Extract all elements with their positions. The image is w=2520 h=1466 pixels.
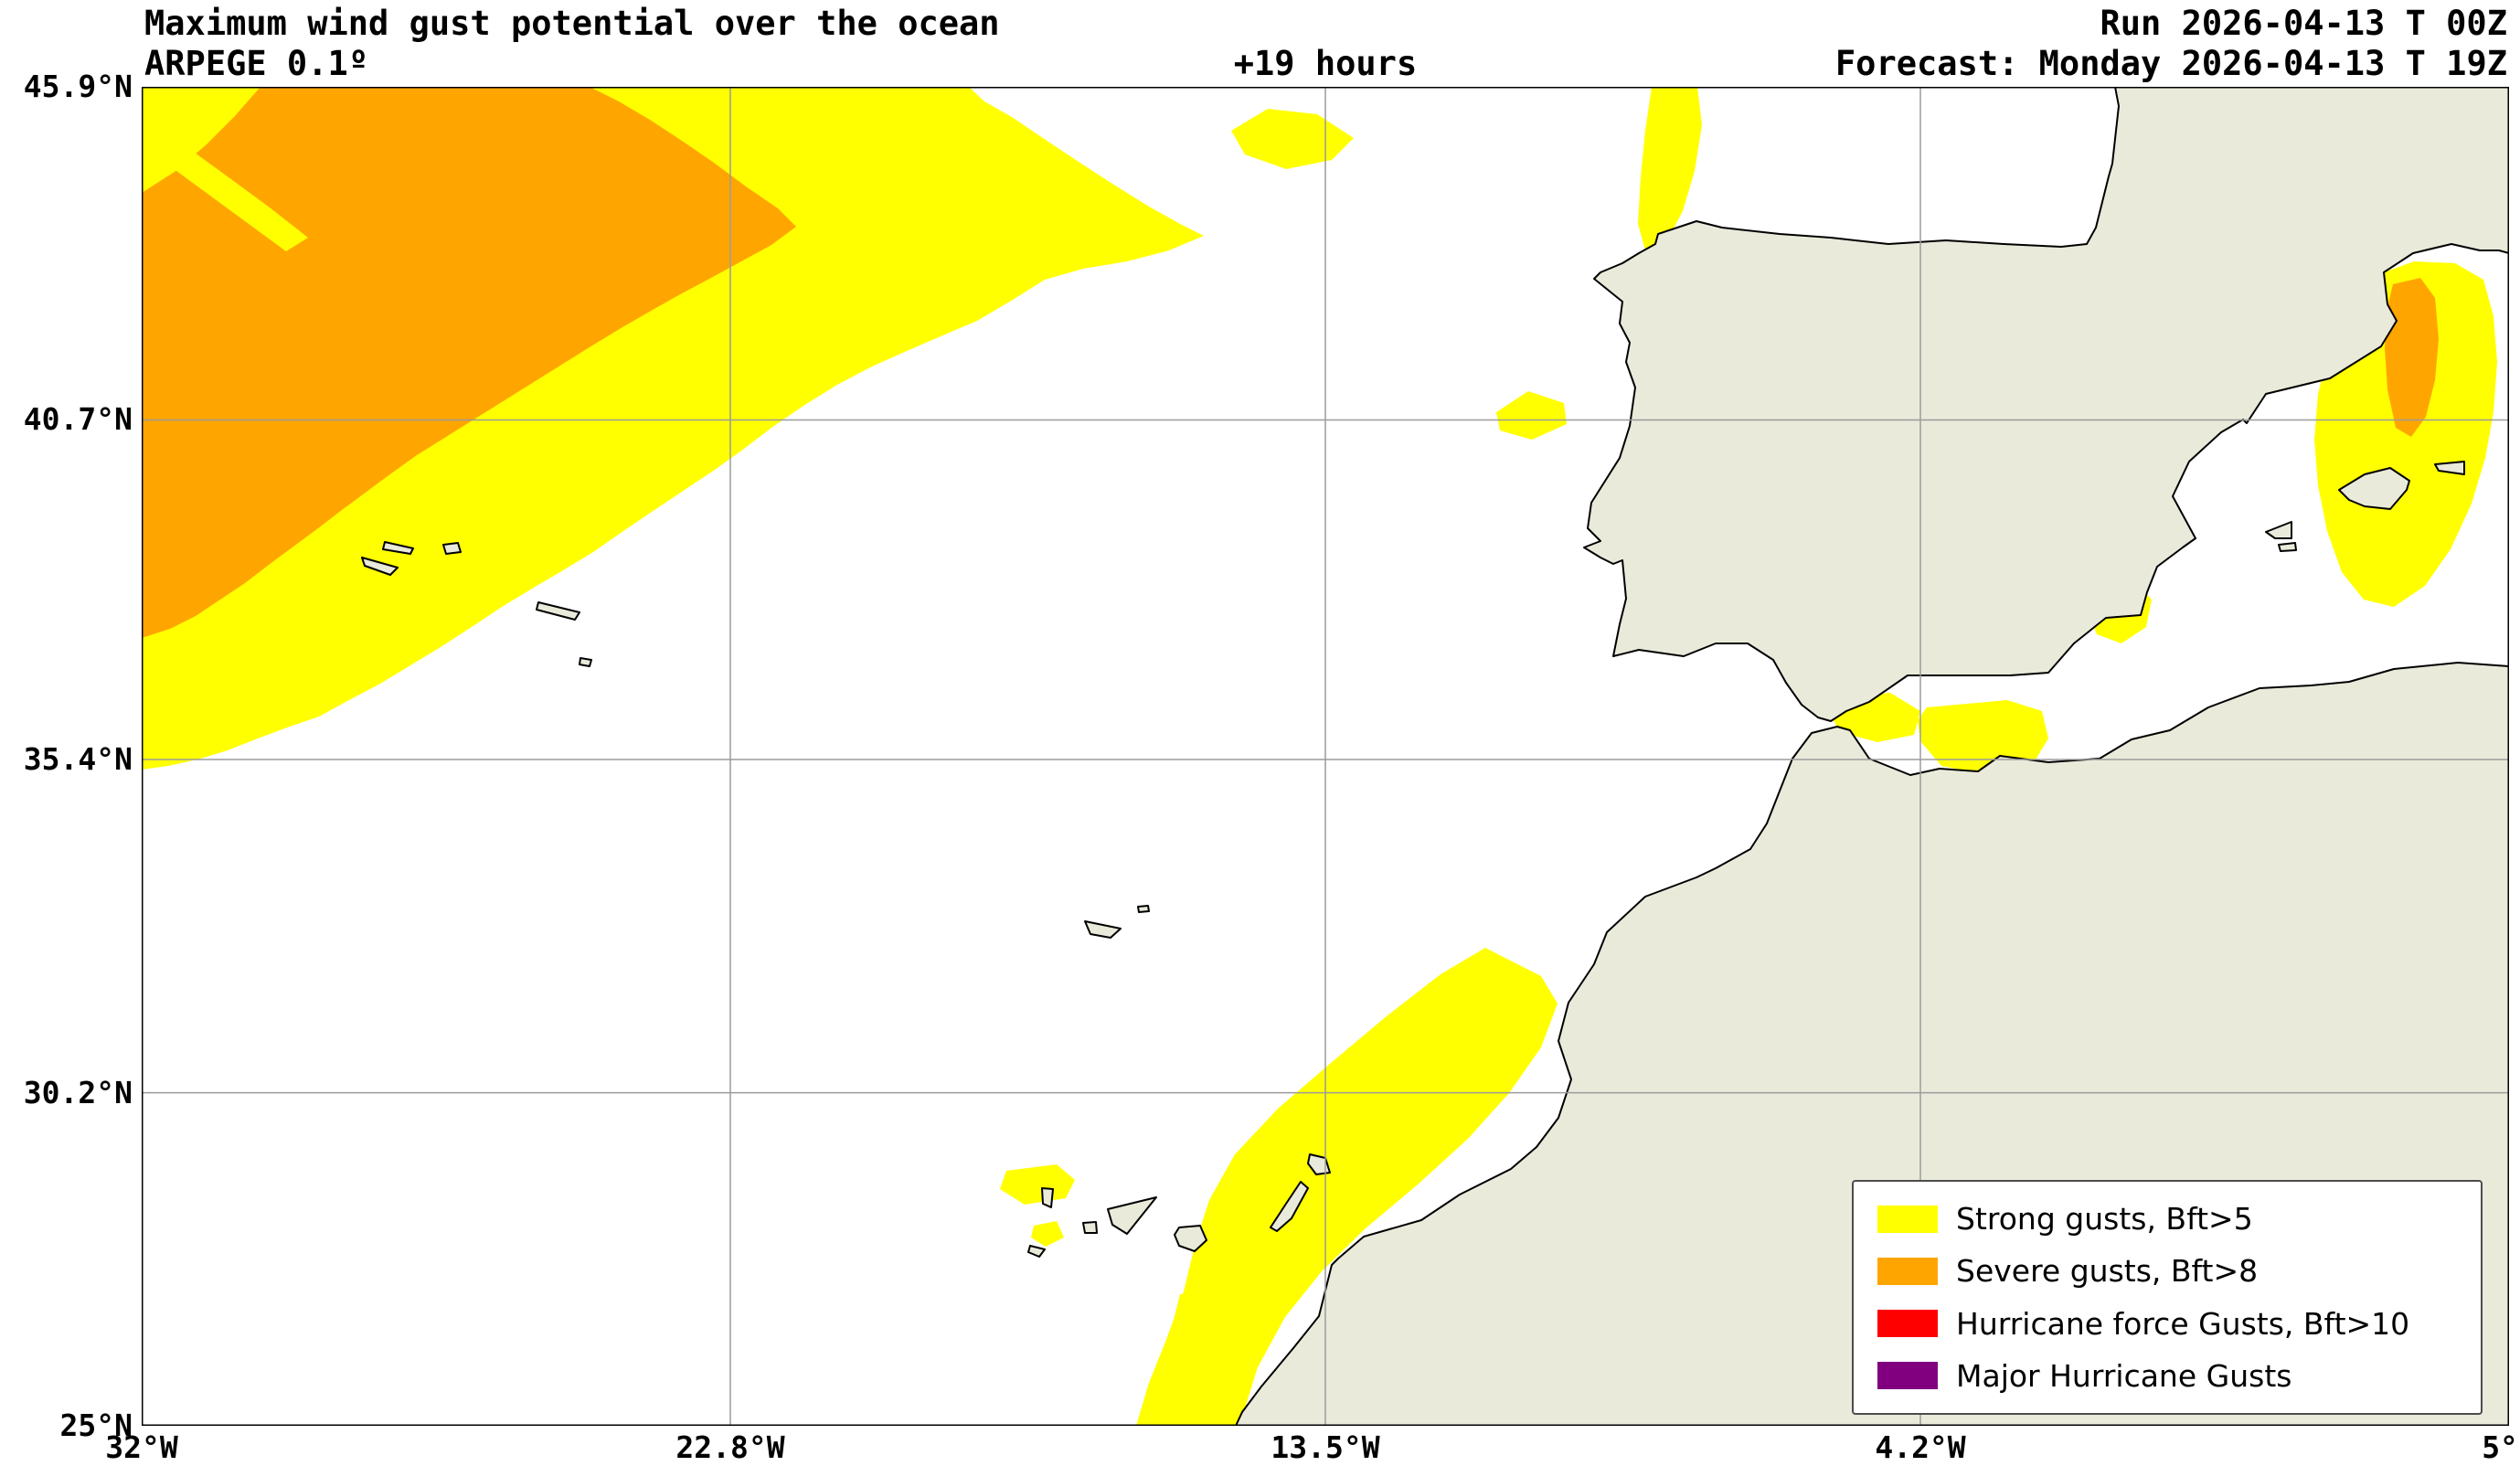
legend-label-strong: Strong gusts, Bft>5	[1956, 1201, 2253, 1238]
lead-time-label: +19 hours	[1233, 44, 1418, 83]
gust-area-strong-blob-small	[1496, 391, 1567, 440]
y-tick-40-7N: 40.7°N	[23, 401, 133, 437]
gust-area-strong-biscay	[1638, 87, 1702, 257]
x-tick-22-8W: 22.8°W	[675, 1429, 785, 1465]
gust-area-strong-streak	[142, 129, 308, 251]
x-tick-5E: 5°E	[2482, 1429, 2520, 1465]
y-tick-45-9N: 45.9°N	[23, 69, 133, 104]
legend-label-severe: Severe gusts, Bft>8	[1956, 1253, 2259, 1290]
gust-area-strong-canary-south	[1031, 1221, 1064, 1247]
gust-area-strong-alboran-east	[1918, 700, 2048, 775]
legend-label-major-hurricane: Major Hurricane Gusts	[1956, 1357, 2292, 1394]
gridlines	[142, 87, 2509, 1426]
legend-label-hurricane: Hurricane force Gusts, Bft>10	[1956, 1305, 2410, 1342]
swatch-rect	[1877, 1205, 1938, 1233]
y-tick-25N: 25°N	[59, 1408, 133, 1443]
gust-area-strong-canary-west	[1000, 1164, 1075, 1205]
gust-area-strong-morocco-coast	[1136, 948, 1558, 1426]
gust-area-strong-blob-mid	[1231, 109, 1354, 169]
legend: Strong gusts, Bft>5 Severe gusts, Bft>8 …	[1852, 1180, 2483, 1415]
model-label: ARPEGE 0.1º	[144, 44, 369, 83]
map-canvas	[142, 87, 2509, 1426]
y-tick-35-4N: 35.4°N	[23, 741, 133, 777]
x-tick-4-2W: 4.2°W	[1875, 1429, 1966, 1465]
x-tick-13-5W: 13.5°W	[1271, 1429, 1380, 1465]
landmass-iberia-france	[1583, 87, 2509, 722]
forecast-label: Forecast: Monday 2026-04-13 T 19Z	[1834, 44, 2507, 83]
severe-gust-swatch-icon	[1877, 1257, 1938, 1285]
hurricane-gust-swatch-icon	[1877, 1310, 1938, 1338]
gust-area-strong-canary-channel	[1174, 1290, 1239, 1342]
y-tick-30-2N: 30.2°N	[23, 1075, 133, 1110]
swatch-rect	[1877, 1257, 1938, 1285]
map-title: Maximum wind gust potential over the oce…	[144, 4, 1000, 43]
swatch-rect	[1877, 1310, 1938, 1338]
run-label: Run 2026-04-13 T 00Z	[2100, 4, 2507, 43]
legend-item-major-hurricane: Major Hurricane Gusts	[1877, 1358, 2457, 1394]
gust-area-severe-gulf-of-lion	[2385, 278, 2439, 437]
legend-item-hurricane: Hurricane force Gusts, Bft>10	[1877, 1306, 2457, 1342]
islands-azores-madeira-canaries-balearics	[361, 461, 2465, 1258]
swatch-rect	[1877, 1362, 1938, 1390]
x-tick-32W: 32°W	[105, 1429, 178, 1465]
gust-area-severe-atlantic	[142, 87, 796, 638]
legend-item-severe: Severe gusts, Bft>8	[1877, 1253, 2457, 1289]
strong-gust-swatch-icon	[1877, 1205, 1938, 1233]
major-hurricane-swatch-icon	[1877, 1362, 1938, 1390]
legend-item-strong: Strong gusts, Bft>5	[1877, 1201, 2457, 1237]
